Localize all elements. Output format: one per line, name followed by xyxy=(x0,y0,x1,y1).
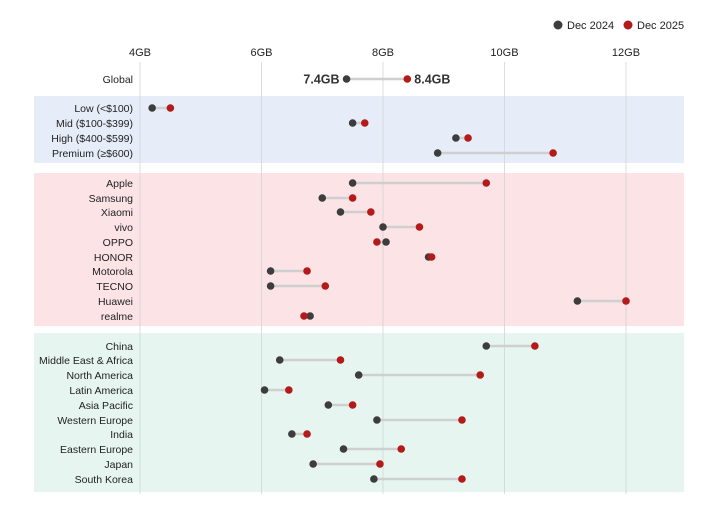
row-label: China xyxy=(106,341,134,353)
point-dec-2024 xyxy=(379,223,387,231)
legend-dot-dec-2024 xyxy=(553,20,563,30)
x-tick-label: 4GB xyxy=(129,47,151,59)
row-label: Premium (≥$600) xyxy=(52,148,133,160)
row-labels: Global Low (<$100) Mid ($100-$399) High ($4… xyxy=(39,74,133,486)
row-label: Huawei xyxy=(98,296,133,308)
point-dec-2024 xyxy=(148,104,156,112)
row-label: High ($400-$599) xyxy=(51,133,133,145)
point-dec-2025 xyxy=(458,475,466,483)
row-label: TECNO xyxy=(96,281,133,293)
point-dec-2024 xyxy=(288,430,296,438)
row-label: Global xyxy=(103,74,133,86)
row-label: Western Europe xyxy=(57,415,133,427)
row-label: HONOR xyxy=(94,252,134,264)
point-dec-2024 xyxy=(354,371,363,379)
point-dec-2025 xyxy=(464,134,472,142)
point-dec-2024 xyxy=(382,238,390,246)
point-dec-2025 xyxy=(303,267,311,275)
legend-label-dec-2024: Dec 2024 xyxy=(567,20,614,32)
point-dec-2024 xyxy=(318,194,327,202)
point-dec-2025 xyxy=(360,119,369,127)
point-dec-2024 xyxy=(339,445,348,453)
legend: Dec 2024 Dec 2025 xyxy=(553,20,684,32)
row-label: Apple xyxy=(106,178,133,190)
group-bands xyxy=(34,96,684,492)
band-price xyxy=(34,96,684,163)
row-label: North America xyxy=(66,370,133,382)
x-tick-label: 8GB xyxy=(372,47,394,59)
gridlines xyxy=(139,62,627,494)
row-label: realme xyxy=(101,311,133,323)
point-dec-2024 xyxy=(433,149,442,157)
row-label: Middle East & Africa xyxy=(39,355,133,367)
point-dec-2025 xyxy=(482,179,491,187)
value-labels: 7.4GB 8.4GB xyxy=(303,73,450,87)
point-dec-2025 xyxy=(458,416,466,424)
data-points xyxy=(148,75,630,483)
point-dec-2025 xyxy=(531,342,539,350)
point-dec-2024 xyxy=(342,75,351,83)
row-label: Japan xyxy=(104,459,133,471)
point-dec-2025 xyxy=(549,149,557,157)
connectors xyxy=(150,77,628,481)
point-dec-2024 xyxy=(336,208,345,216)
point-dec-2024 xyxy=(482,342,491,350)
point-dec-2024 xyxy=(306,312,314,320)
point-dec-2025 xyxy=(415,223,424,231)
point-dec-2025 xyxy=(348,194,357,202)
point-dec-2024 xyxy=(266,282,275,290)
point-dec-2024 xyxy=(348,179,357,187)
point-dec-2025 xyxy=(166,104,175,112)
row-label: Motorola xyxy=(92,266,133,278)
point-dec-2025 xyxy=(348,401,357,409)
point-dec-2024 xyxy=(324,401,333,409)
point-dec-2025 xyxy=(300,312,308,320)
point-dec-2024 xyxy=(452,134,460,142)
point-dec-2025 xyxy=(321,282,330,290)
value-label-dec-2025: 8.4GB xyxy=(414,73,450,87)
row-label: Eastern Europe xyxy=(60,444,133,456)
point-dec-2025 xyxy=(367,208,375,216)
row-label: Low (<$100) xyxy=(74,103,133,115)
point-dec-2025 xyxy=(303,430,311,438)
row-label: South Korea xyxy=(75,474,134,486)
row-label: Asia Pacific xyxy=(79,400,133,412)
point-dec-2025 xyxy=(476,371,485,379)
row-label: Samsung xyxy=(89,193,134,205)
row-label: India xyxy=(110,429,133,441)
point-dec-2025 xyxy=(397,445,406,453)
legend-dot-dec-2025 xyxy=(623,20,633,30)
row-label: Latin America xyxy=(69,385,133,397)
row-label: Mid ($100-$399) xyxy=(56,118,133,130)
x-tick-label: 6GB xyxy=(250,47,272,59)
point-dec-2024 xyxy=(373,416,381,424)
point-dec-2024 xyxy=(573,297,582,305)
point-dec-2024 xyxy=(260,386,269,394)
point-dec-2024 xyxy=(275,356,284,364)
point-dec-2025 xyxy=(403,75,412,83)
value-label-dec-2024: 7.4GB xyxy=(303,73,339,87)
point-dec-2024 xyxy=(309,460,317,468)
point-dec-2024 xyxy=(370,475,378,483)
point-dec-2024 xyxy=(348,119,357,127)
row-label: Xiaomi xyxy=(101,207,133,219)
point-dec-2025 xyxy=(622,297,630,305)
row-label: OPPO xyxy=(103,237,133,249)
x-tick-label: 10GB xyxy=(490,47,518,59)
point-dec-2024 xyxy=(266,267,275,275)
point-dec-2025 xyxy=(336,356,345,364)
point-dec-2025 xyxy=(285,386,293,394)
row-label: vivo xyxy=(114,222,133,234)
x-tick-label: 12GB xyxy=(612,47,640,59)
legend-label-dec-2025: Dec 2025 xyxy=(637,20,684,32)
x-tick-labels: 4GB 6GB 8GB 10GB 12GB xyxy=(129,47,640,59)
point-dec-2025 xyxy=(427,253,436,261)
point-dec-2025 xyxy=(373,238,381,246)
point-dec-2025 xyxy=(376,460,384,468)
band-region xyxy=(34,333,684,492)
